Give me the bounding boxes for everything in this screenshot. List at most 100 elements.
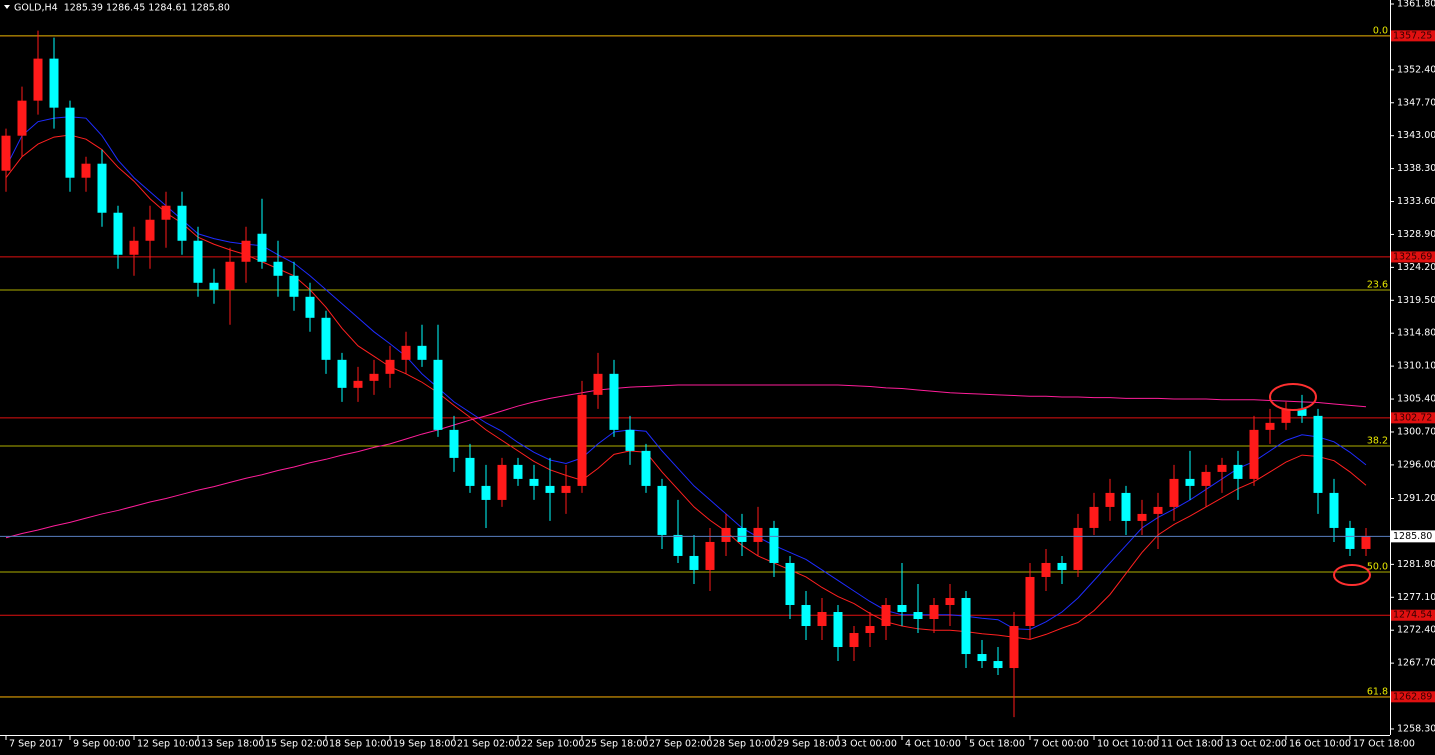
- last-price-box: [1391, 530, 1435, 543]
- candle-body: [401, 345, 411, 360]
- candle-body: [145, 219, 155, 241]
- candle-body: [1281, 408, 1291, 423]
- x-tick-label: 5 Oct 18:00: [969, 739, 1025, 750]
- plot-area: [0, 30, 1390, 718]
- x-tick-label: 21 Sep 02:00: [457, 739, 520, 750]
- candle-body: [913, 611, 923, 620]
- level-label-box: [1391, 412, 1435, 424]
- candle-body: [1361, 536, 1371, 549]
- y-tick-label: 1338.30: [1397, 163, 1435, 174]
- x-tick-label: 28 Sep 10:00: [713, 739, 776, 750]
- candle-body: [161, 205, 171, 220]
- x-tick-label: 10 Oct 10:00: [1097, 739, 1159, 750]
- candle-body: [385, 359, 395, 374]
- level-label: 1325.69: [1393, 251, 1432, 262]
- y-tick-label: 1300.70: [1397, 426, 1435, 437]
- candle-body: [833, 611, 843, 648]
- candle-body: [721, 527, 731, 542]
- candle-body: [977, 654, 987, 662]
- candle-body: [881, 604, 891, 627]
- x-tick-label: 13 Sep 18:00: [201, 739, 264, 750]
- candle-body: [849, 633, 859, 648]
- candle-body: [1057, 562, 1067, 570]
- level-label-box: [1391, 251, 1435, 263]
- candle-body: [561, 485, 571, 493]
- candle-body: [737, 527, 747, 542]
- y-tick-label: 1281.80: [1397, 559, 1435, 570]
- candle-body: [273, 261, 283, 276]
- moving-average: [5, 134, 1367, 640]
- menu-triangle[interactable]: [4, 5, 10, 9]
- candle-body: [1169, 478, 1179, 507]
- fib-label: 23.6: [1367, 279, 1388, 290]
- y-tick-label: 1319.50: [1397, 295, 1435, 306]
- candle-body: [321, 317, 331, 360]
- y-tick-label: 1277.10: [1397, 592, 1435, 603]
- x-tick-label: 18 Sep 10:00: [329, 739, 392, 750]
- y-tick-label: 1361.80: [1397, 0, 1435, 9]
- candle-body: [1201, 471, 1211, 486]
- x-tick-label: 4 Oct 10:00: [905, 739, 961, 750]
- y-tick-label: 1352.40: [1397, 64, 1435, 75]
- highlight-circle: [1269, 383, 1317, 411]
- candle-body: [785, 562, 795, 605]
- x-tick-label: 22 Sep 10:00: [521, 739, 584, 750]
- candle-body: [209, 282, 219, 290]
- x-tick-label: 15 Sep 02:00: [265, 739, 328, 750]
- moving-average: [5, 116, 1367, 631]
- last-price-label: 1285.80: [1393, 531, 1432, 542]
- candle-body: [609, 373, 619, 430]
- chart-title: GOLD,H4 1285.39 1286.45 1284.61 1285.80: [14, 3, 230, 14]
- x-tick-label: 19 Sep 18:00: [393, 739, 456, 750]
- fib-label: 38.2: [1367, 435, 1388, 446]
- candle-body: [577, 394, 587, 486]
- y-tick-label: 1333.60: [1397, 196, 1435, 207]
- x-tick-label: 12 Sep 10:00: [137, 739, 200, 750]
- x-tick-label: 7 Sep 2017: [9, 739, 63, 750]
- candle-body: [769, 527, 779, 563]
- highlight-circle: [1333, 564, 1371, 586]
- candle-body: [1073, 527, 1083, 570]
- x-tick-label: 25 Sep 18:00: [585, 739, 648, 750]
- candle-body: [97, 163, 107, 213]
- candle-body: [1105, 492, 1115, 507]
- x-tick-label: 7 Oct 00:00: [1033, 739, 1089, 750]
- x-tick-label: 27 Sep 02:00: [649, 739, 712, 750]
- candle-body: [337, 359, 347, 388]
- candle-body: [625, 429, 635, 451]
- candle-body: [945, 597, 955, 605]
- fib-label: 0.0: [1373, 25, 1388, 36]
- candle-body: [257, 233, 267, 262]
- y-tick-label: 1272.40: [1397, 625, 1435, 636]
- level-label: 1274.54: [1393, 610, 1432, 621]
- y-tick-label: 1296.00: [1397, 459, 1435, 470]
- x-tick-label: 9 Sep 00:00: [73, 739, 130, 750]
- candle-body: [289, 275, 299, 297]
- candle-body: [1249, 429, 1259, 479]
- level-label-box: [1391, 609, 1435, 621]
- fib-label: 50.0: [1367, 562, 1388, 573]
- candle-body: [545, 485, 555, 493]
- candle-body: [929, 604, 939, 620]
- candle-body: [1137, 513, 1147, 521]
- level-label-box: [1391, 691, 1435, 703]
- candle-body: [753, 527, 763, 542]
- y-tick-label: 1314.80: [1397, 328, 1435, 339]
- candle-body: [657, 485, 667, 535]
- y-tick-label: 1267.70: [1397, 658, 1435, 669]
- candle-body: [1089, 506, 1099, 528]
- x-tick-label: 3 Oct 00:00: [841, 739, 897, 750]
- candle-body: [1297, 408, 1307, 416]
- y-tick-label: 1305.40: [1397, 394, 1435, 405]
- candle-body: [993, 661, 1003, 669]
- candle-body: [1041, 562, 1051, 577]
- candle-body: [529, 478, 539, 486]
- candle-body: [465, 457, 475, 486]
- fib-label: 61.8: [1367, 686, 1388, 697]
- candle-body: [705, 541, 715, 570]
- candle-body: [1217, 464, 1227, 472]
- candle-body: [1233, 464, 1243, 479]
- y-tick-label: 1258.30: [1397, 723, 1435, 734]
- y-tick-label: 1310.10: [1397, 361, 1435, 372]
